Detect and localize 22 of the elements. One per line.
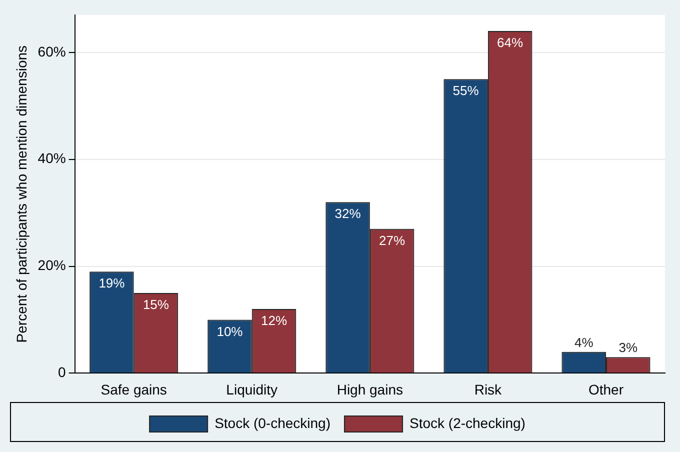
x-tick-label: Other (588, 381, 624, 398)
data-label: 4% (574, 334, 594, 350)
data-label: 55% (452, 83, 480, 98)
y-tick-label: 40% (38, 150, 66, 166)
data-label: 15% (142, 297, 170, 312)
data-label: 32% (334, 206, 362, 222)
y-tick-label: 60% (38, 43, 66, 60)
y-axis-title: Percent of participants who mention dimensions (13, 45, 30, 343)
data-label: 12% (260, 313, 288, 328)
data-label: 64% (497, 35, 524, 50)
data-label: 3% (618, 340, 638, 356)
data-label: 19% (98, 276, 126, 291)
x-tick-label: Safe gains (100, 381, 167, 398)
legend-label: Stock (0-checking) (214, 414, 331, 431)
legend-label: Stock (2-checking) (410, 414, 526, 431)
data-label: 10% (216, 324, 244, 339)
data-label: 27% (379, 232, 406, 248)
x-tick-label: High gains (336, 381, 403, 398)
y-tick-label: 20% (38, 257, 66, 274)
x-tick-label: Risk (474, 381, 503, 398)
x-tick-label: Liquidity (226, 381, 278, 398)
y-tick-label: 0 (58, 364, 66, 380)
